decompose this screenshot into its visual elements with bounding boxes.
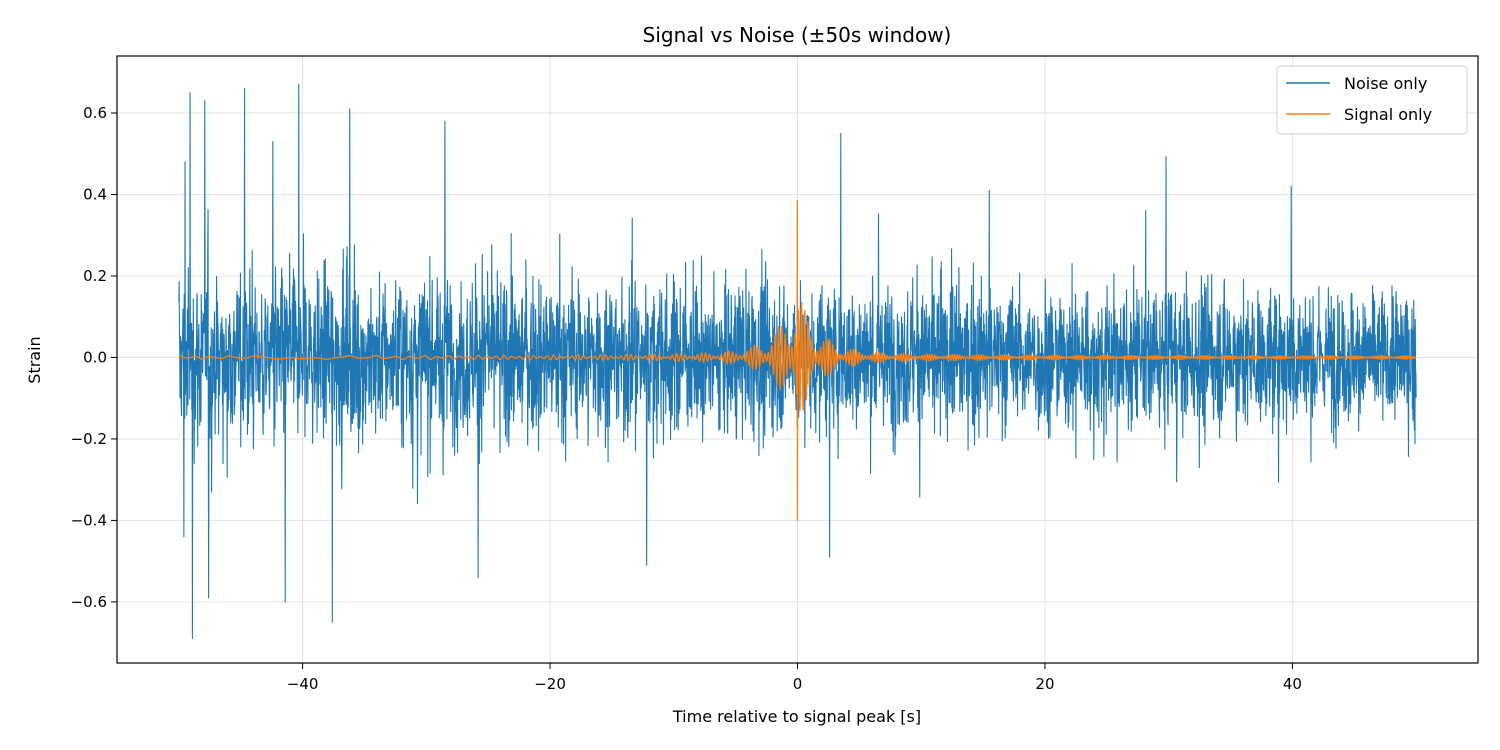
x-tick-label: −40 xyxy=(287,675,319,693)
legend-noise-label: Noise only xyxy=(1344,74,1427,93)
x-axis-label: Time relative to signal peak [s] xyxy=(672,707,921,726)
y-tick-label: −0.6 xyxy=(71,593,107,611)
x-tick-label: 20 xyxy=(1035,675,1054,693)
signal-series-line xyxy=(178,199,1417,522)
y-tick-label: 0.6 xyxy=(83,104,107,122)
legend: Noise only Signal only xyxy=(1276,65,1468,135)
y-tick-label: 0.4 xyxy=(83,186,107,204)
x-tick-label: 40 xyxy=(1283,675,1302,693)
y-tick-label: −0.4 xyxy=(71,511,107,529)
x-axis: −40 −20 0 20 40 xyxy=(287,663,1302,693)
x-tick-label: 0 xyxy=(793,675,803,693)
legend-signal-label: Signal only xyxy=(1344,105,1432,124)
y-tick-label: −0.2 xyxy=(71,430,107,448)
y-tick-label: 0.2 xyxy=(83,267,107,285)
y-tick-label: 0.0 xyxy=(83,348,107,366)
y-axis: −0.6 −0.4 −0.2 0.0 0.2 0.4 0.6 xyxy=(71,104,117,611)
chart-title: Signal vs Noise (±50s window) xyxy=(643,23,952,47)
y-axis-label: Strain xyxy=(25,336,44,383)
x-tick-label: −20 xyxy=(534,675,566,693)
